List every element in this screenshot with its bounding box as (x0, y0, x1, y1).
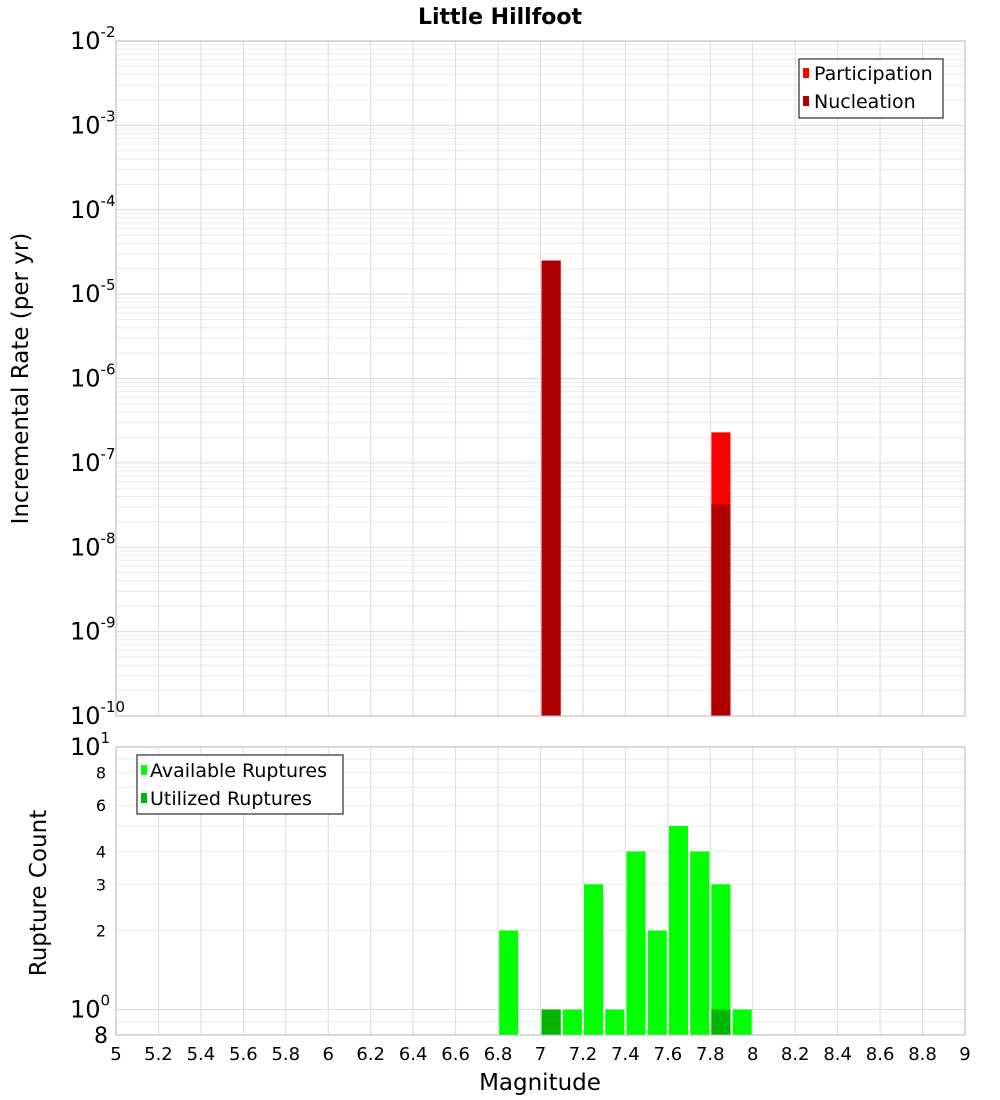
count-y-tick-label: 2 (96, 922, 106, 941)
rate-y-tick-label: 10-6 (70, 361, 116, 393)
magnitude-x-tick-label: 5.6 (229, 1044, 258, 1065)
rate-y-tick-base: 10 (70, 280, 101, 308)
rate-y-tick-base: 10 (70, 365, 101, 393)
rate-y-tick-exponent: -7 (101, 445, 116, 463)
count-y-decade-label: 101 (70, 729, 110, 761)
magnitude-x-tick-label: 8.4 (823, 1044, 852, 1065)
count-legend-box (136, 754, 344, 815)
rate-y-tick-exponent: -6 (101, 361, 116, 379)
rate-y-tick-base: 10 (70, 449, 101, 477)
magnitude-x-tick-label: 5.4 (187, 1044, 216, 1065)
nucleation-bar (541, 260, 561, 716)
count-y-decade-label: 100 (70, 992, 110, 1024)
available-ruptures-bar (668, 826, 689, 1035)
utilized-ruptures-bar (711, 1009, 731, 1035)
magnitude-x-tick-label: 8.2 (781, 1044, 810, 1065)
magnitude-x-tick-label: 7.2 (569, 1044, 598, 1065)
chart-title: Little Hillfoot (418, 5, 583, 30)
rate-y-tick-exponent: -3 (101, 107, 116, 125)
utilized-ruptures-bar (541, 1009, 561, 1035)
legend-label-available-ruptures: Available Ruptures (150, 760, 327, 782)
available-ruptures-bar (499, 930, 519, 1035)
count-y-axis-label: Rupture Count (26, 810, 52, 976)
rate-y-tick-exponent: -9 (101, 614, 116, 632)
rate-y-tick-base: 10 (70, 111, 101, 139)
rate-legend-box (798, 58, 944, 119)
magnitude-x-tick-label: 7.6 (654, 1044, 683, 1065)
rate-y-tick-label: 10-9 (70, 614, 116, 646)
rate-y-tick-base: 10 (70, 702, 101, 730)
count-y-tick-label: 4 (96, 842, 106, 861)
magnitude-x-tick-label: 9 (959, 1044, 970, 1065)
magnitude-x-tick-label: 5.2 (144, 1044, 173, 1065)
magnitude-x-tick-label: 7.8 (696, 1044, 725, 1065)
available-ruptures-bar (690, 851, 710, 1035)
rate-plot-frame (115, 40, 966, 717)
count-y-bottom-label: 8 (94, 1024, 108, 1049)
rate-y-tick-label: 10-3 (70, 107, 116, 139)
count-y-tick-label: 3 (96, 875, 106, 894)
rate-panel: 10-1010-910-810-710-610-510-410-310-2Par… (70, 23, 966, 730)
legend-swatch-utilized-ruptures (141, 793, 147, 803)
legend-swatch-available-ruptures (141, 765, 147, 775)
count-y-tick-label: 6 (96, 796, 106, 815)
rate-y-tick-label: 10-5 (70, 276, 116, 308)
magnitude-x-axis-label: Magnitude (479, 1070, 601, 1096)
magnitude-x-tick-label: 7.4 (611, 1044, 640, 1065)
magnitude-x-tick-label: 8.8 (908, 1044, 937, 1065)
rate-y-tick-base: 10 (70, 196, 101, 224)
available-ruptures-bar (584, 884, 604, 1035)
count-y-decade-exponent: 1 (101, 729, 111, 747)
rate-y-tick-label: 10-2 (70, 23, 116, 55)
magnitude-x-tick-label: 6.2 (356, 1044, 385, 1065)
available-ruptures-bar (647, 930, 667, 1035)
count-y-decade-exponent: 0 (101, 992, 111, 1010)
available-ruptures-bar (732, 1009, 752, 1035)
rate-y-tick-base: 10 (70, 533, 101, 561)
rate-y-tick-label: 10-10 (70, 698, 125, 730)
magnitude-x-tick-label: 5.8 (271, 1044, 300, 1065)
magnitude-x-tick-label: 6.8 (484, 1044, 513, 1065)
available-ruptures-bar (562, 1009, 582, 1035)
magnitude-x-tick-label: 8.6 (866, 1044, 895, 1065)
available-ruptures-bar (626, 851, 646, 1035)
legend-label-participation: Participation (814, 63, 933, 85)
magnitude-x-tick-label: 6.6 (441, 1044, 470, 1065)
rate-y-tick-label: 10-4 (70, 192, 116, 224)
rate-y-tick-exponent: -10 (101, 698, 126, 716)
legend-label-utilized-ruptures: Utilized Ruptures (150, 788, 312, 810)
rate-y-tick-exponent: -4 (101, 192, 116, 210)
count-legend: Available Ruptures Utilized Ruptures (136, 754, 344, 815)
rate-y-tick-base: 10 (70, 27, 101, 55)
rate-y-tick-base: 10 (70, 618, 101, 646)
available-ruptures-bar (711, 884, 731, 1035)
rate-y-tick-label: 10-8 (70, 529, 116, 561)
rate-y-tick-exponent: -2 (101, 23, 116, 41)
legend-swatch-nucleation (803, 96, 809, 106)
legend-label-nucleation: Nucleation (814, 91, 916, 113)
rate-y-tick-exponent: -8 (101, 529, 116, 547)
available-ruptures-bar (605, 1009, 625, 1035)
count-plot-frame (115, 746, 966, 1036)
magnitude-x-tick-label: 5 (110, 1044, 121, 1065)
rate-y-tick-label: 10-7 (70, 445, 116, 477)
count-y-decade-base: 10 (70, 996, 101, 1024)
magnitude-x-tick-label: 6 (323, 1044, 334, 1065)
rate-legend: Participation Nucleation (798, 58, 944, 119)
legend-swatch-participation (803, 68, 809, 78)
magnitude-x-tick-label: 6.4 (399, 1044, 428, 1065)
count-y-tick-label: 8 (96, 763, 106, 782)
magnitude-x-tick-label: 8 (747, 1044, 758, 1065)
magnitude-x-tick-label: 7 (535, 1044, 546, 1065)
rate-y-tick-exponent: -5 (101, 276, 116, 294)
nucleation-bar (711, 504, 731, 716)
count-y-decade-base: 10 (70, 733, 101, 761)
rate-y-axis-label: Incremental Rate (per yr) (8, 233, 34, 525)
